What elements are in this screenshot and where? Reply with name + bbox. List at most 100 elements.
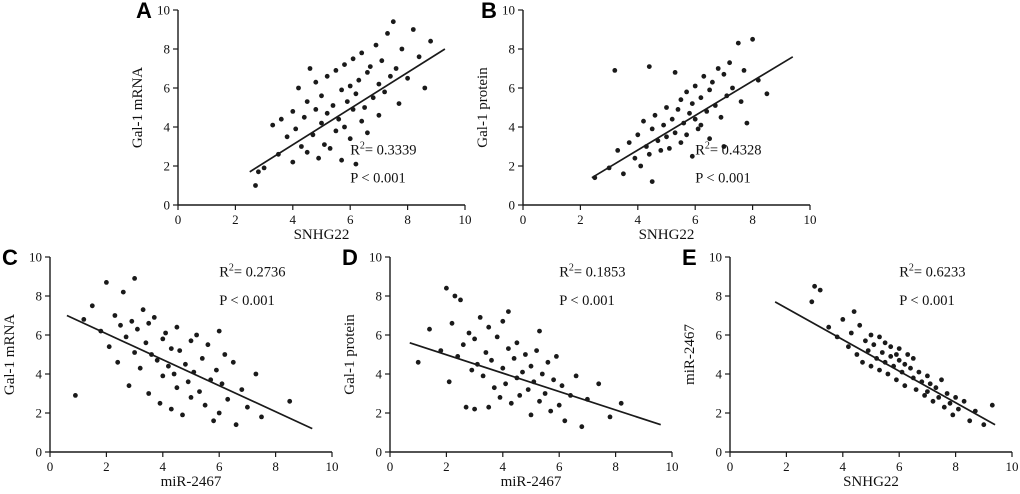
- data-point: [658, 148, 664, 153]
- y-tick-label: 6: [509, 81, 516, 96]
- data-point: [626, 140, 632, 146]
- panel-a-letter: A: [136, 0, 152, 23]
- x-axis-title: SNHG22: [294, 227, 350, 243]
- x-axis-title: SNHG22: [843, 474, 899, 490]
- data-point: [458, 297, 463, 303]
- data-point: [183, 361, 188, 367]
- data-point: [151, 315, 157, 320]
- y-tick-label: 4: [164, 120, 171, 135]
- data-point: [233, 422, 239, 428]
- data-point: [278, 116, 284, 122]
- data-point: [163, 330, 169, 336]
- x-tick-label: 0: [520, 212, 527, 227]
- data-point: [160, 373, 166, 379]
- data-point: [239, 387, 245, 392]
- data-point: [135, 326, 140, 332]
- data-point: [646, 64, 652, 69]
- x-tick-label: 8: [952, 459, 959, 474]
- data-point: [764, 91, 770, 97]
- x-tick-label: 8: [272, 459, 279, 474]
- data-point: [347, 136, 353, 142]
- data-point: [362, 105, 367, 110]
- data-point: [511, 356, 517, 361]
- p-value-annotation: P < 0.001: [559, 293, 615, 309]
- data-point: [506, 309, 511, 314]
- y-tick-label: 6: [376, 328, 383, 343]
- data-point: [399, 46, 405, 52]
- regression-line: [66, 314, 313, 430]
- data-point: [894, 377, 899, 383]
- r-squared-annotation: R2= 0.6233: [899, 263, 965, 281]
- data-point: [525, 387, 531, 392]
- data-point: [868, 332, 874, 338]
- data-point: [989, 402, 995, 408]
- data-point: [672, 70, 678, 75]
- x-tick-label: 10: [326, 459, 339, 474]
- data-point: [905, 352, 911, 357]
- data-point: [941, 404, 947, 410]
- panel-a-scatter: A 0 2 4 6 8 10 0 2 4 6 8 10 SNHG22 Gal-1 mRNA R2= 0.33…: [128, 0, 473, 247]
- data-point: [469, 367, 475, 373]
- data-point: [826, 324, 832, 330]
- panel-e-letter: E: [682, 245, 697, 270]
- y-tick-label: 2: [36, 406, 43, 421]
- data-point: [520, 369, 525, 375]
- y-tick-label: 8: [376, 289, 383, 304]
- x-tick-label: 0: [47, 459, 54, 474]
- x-tick-label: 4: [160, 459, 167, 474]
- x-tick-label: 2: [577, 212, 584, 227]
- data-point: [132, 276, 138, 281]
- data-point: [194, 332, 200, 338]
- data-point: [675, 107, 681, 112]
- r-squared-annotation: R2= 0.1853: [559, 263, 625, 281]
- data-point: [216, 410, 222, 416]
- data-point: [427, 326, 432, 332]
- r-squared-annotation: R2= 0.4328: [695, 140, 761, 158]
- data-point: [444, 285, 449, 291]
- data-point: [503, 381, 508, 387]
- data-point: [463, 404, 469, 410]
- x-axis-title: miR-2467: [161, 474, 222, 490]
- x-tick-label: 4: [840, 459, 847, 474]
- data-point: [559, 383, 565, 389]
- data-point: [738, 99, 744, 104]
- y-axis-title: miR-2467: [682, 324, 698, 385]
- data-point: [211, 418, 217, 424]
- data-point: [316, 155, 321, 161]
- data-point: [319, 93, 324, 99]
- data-point: [678, 97, 684, 103]
- panel-e-scatter: E 0 2 4 6 8 10 0 2 4 6 8 10 SNHG22 miR-2467 R2= 0.6233…: [680, 245, 1020, 494]
- panel-a-plot: 0 2 4 6 8 10 0 2 4 6 8 10 SNHG22 Gal-1 mRNA R2= 0.3339…: [128, 0, 473, 247]
- data-point: [452, 293, 458, 299]
- data-point: [225, 396, 231, 402]
- data-point: [166, 363, 171, 369]
- panel-b-letter: B: [481, 0, 497, 23]
- data-point: [562, 418, 568, 424]
- p-value-annotation: P < 0.001: [899, 293, 955, 309]
- data-point: [449, 320, 455, 326]
- data-point: [500, 318, 506, 324]
- data-point: [472, 406, 477, 412]
- data-point: [517, 393, 523, 398]
- data-point: [296, 85, 301, 91]
- data-point: [944, 391, 950, 396]
- data-point: [556, 402, 562, 408]
- r-squared-annotation: R2= 0.2736: [219, 263, 285, 281]
- y-axis-title: Gal-1 protein: [475, 67, 491, 148]
- data-point: [871, 342, 877, 348]
- data-point: [491, 385, 497, 391]
- data-point: [336, 116, 342, 122]
- y-axis-title: Gal-1 protein: [342, 314, 358, 395]
- y-tick-label: 0: [164, 198, 171, 213]
- data-point: [528, 363, 534, 369]
- data-point: [669, 116, 675, 122]
- panel-c-letter: C: [2, 245, 18, 270]
- x-tick-label: 0: [175, 212, 182, 227]
- data-point: [140, 307, 146, 313]
- x-axis-title: miR-2467: [501, 474, 562, 490]
- data-point: [534, 348, 539, 353]
- y-tick-label: 10: [157, 3, 170, 18]
- bottom-row: C 0 2 4 6 8 10 0 2 4 6 8 10 miR-2467 Gal-1 mRNA R2= 0.…: [0, 245, 1020, 494]
- y-tick-label: 10: [29, 250, 42, 265]
- y-tick-label: 10: [502, 3, 515, 18]
